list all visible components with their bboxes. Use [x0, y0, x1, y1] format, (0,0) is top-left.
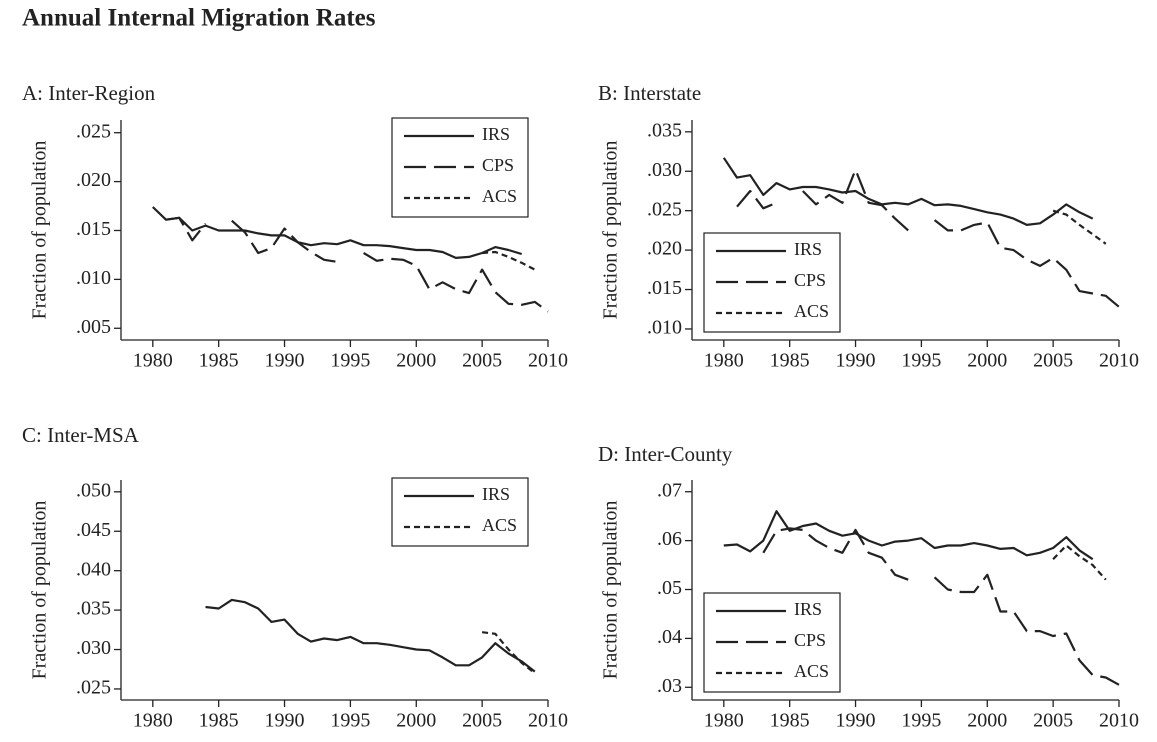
x-tick-label: 2005 [462, 350, 502, 372]
series-line [205, 598, 536, 673]
y-tick-label: .07 [657, 479, 682, 501]
series-line [482, 250, 536, 271]
y-tick-label: .010 [647, 317, 682, 339]
legend-label: IRS [482, 484, 510, 504]
x-tick-label: 2010 [1099, 350, 1139, 372]
x-tick-label: 2000 [396, 350, 436, 372]
x-tick-label: 1980 [704, 710, 744, 732]
legend-label: ACS [482, 186, 517, 206]
series-line [723, 510, 1094, 561]
legend-box [391, 477, 529, 547]
legend-label: CPS [794, 630, 826, 650]
y-tick-label: .010 [76, 267, 111, 289]
y-axis-label: Fraction of population [29, 501, 51, 680]
series-line [1052, 544, 1107, 581]
y-tick-label: .040 [76, 558, 111, 580]
y-tick-label: .025 [76, 120, 111, 142]
x-tick-label: 1985 [199, 710, 239, 732]
y-axis-label: Fraction of population [600, 141, 622, 320]
figure-title: Annual Internal Migration Rates [22, 5, 376, 32]
x-tick-label: 1990 [265, 350, 305, 372]
x-tick-label: 2000 [967, 350, 1007, 372]
panel-title: D: Inter-County [598, 442, 733, 466]
x-tick-label: 2010 [528, 350, 568, 372]
y-tick-label: .035 [647, 119, 682, 141]
x-tick-label: 1985 [770, 350, 810, 372]
y-tick-label: .005 [76, 316, 111, 338]
panel-title: A: Inter-Region [22, 81, 156, 105]
y-tick-label: .025 [647, 198, 682, 220]
x-tick-label: 2010 [1099, 710, 1139, 732]
y-tick-label: .03 [657, 675, 682, 697]
x-tick-label: 1995 [901, 350, 941, 372]
x-tick-label: 2005 [462, 710, 502, 732]
y-axis-label: Fraction of population [600, 501, 622, 680]
y-tick-label: .025 [76, 677, 111, 699]
series-line [152, 206, 523, 259]
y-tick-label: .015 [76, 218, 111, 240]
x-tick-label: 1995 [330, 350, 370, 372]
x-tick-label: 1980 [133, 710, 173, 732]
series-line [1052, 209, 1107, 245]
series-line [481, 631, 536, 675]
x-tick-label: 1990 [836, 350, 876, 372]
x-tick-label: 1995 [901, 710, 941, 732]
series-line [165, 216, 549, 313]
x-tick-label: 1985 [199, 350, 239, 372]
x-tick-label: 1990 [836, 710, 876, 732]
legend-label: ACS [794, 301, 829, 321]
legend-label: ACS [794, 661, 829, 681]
legend-label: CPS [482, 155, 514, 175]
x-tick-label: 1980 [704, 350, 744, 372]
x-tick-label: 2000 [967, 710, 1007, 732]
y-tick-label: .030 [76, 637, 111, 659]
y-axis-label: Fraction of population [29, 141, 51, 320]
y-tick-label: .05 [657, 577, 682, 599]
series-line [762, 527, 1120, 686]
y-tick-label: .015 [647, 277, 682, 299]
panel-title: C: Inter-MSA [22, 423, 140, 447]
x-tick-label: 1995 [330, 710, 370, 732]
legend-label: IRS [794, 239, 822, 259]
x-tick-label: 2005 [1033, 350, 1073, 372]
legend-label: IRS [482, 124, 510, 144]
x-tick-label: 1980 [133, 350, 173, 372]
legend-label: ACS [482, 515, 517, 535]
series-line [722, 157, 1094, 226]
legend-label: CPS [794, 270, 826, 290]
y-tick-label: .020 [76, 169, 111, 191]
x-tick-label: 2010 [528, 710, 568, 732]
x-tick-label: 2000 [396, 710, 436, 732]
y-tick-label: .050 [76, 479, 111, 501]
y-tick-label: .06 [657, 528, 682, 550]
y-tick-label: .020 [647, 238, 682, 260]
x-tick-label: 1985 [770, 710, 810, 732]
y-tick-label: .04 [657, 626, 682, 648]
legend-label: IRS [794, 599, 822, 619]
x-tick-label: 1990 [265, 710, 305, 732]
y-tick-label: .045 [76, 519, 111, 541]
panel-title: B: Interstate [598, 81, 701, 105]
series-line [736, 168, 1120, 308]
x-tick-label: 2005 [1033, 710, 1073, 732]
y-tick-label: .030 [647, 159, 682, 181]
y-tick-label: .035 [76, 598, 111, 620]
